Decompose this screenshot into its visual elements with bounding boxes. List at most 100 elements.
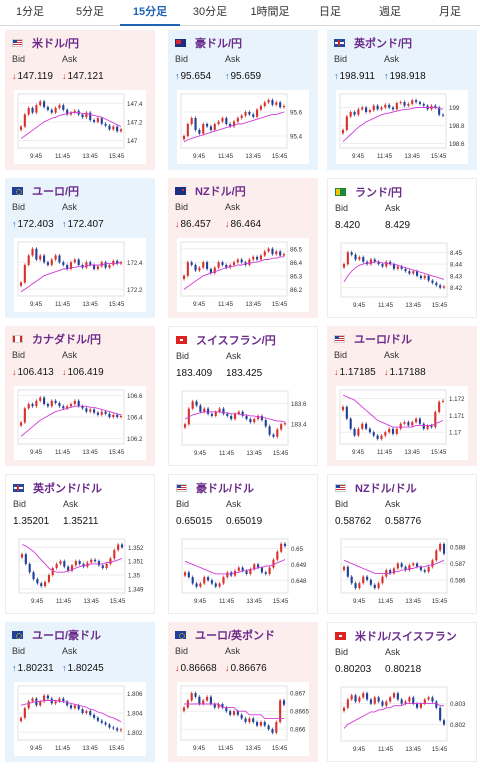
candlestick-chart: 1.806 1.804 1.802 9:45 11:45 13:45 15:45	[17, 685, 143, 752]
down-arrow-icon: ↓	[12, 367, 17, 377]
tab-6[interactable]: 週足	[379, 6, 401, 18]
price-chart[interactable]: 199 198.8 198.6 9:45 11:45 13:45 15:45	[336, 90, 468, 164]
candle-body	[272, 434, 275, 437]
candle-body	[116, 728, 119, 731]
price-chart[interactable]: 0.803 0.802 9:45 11:45 13:45 15:45	[337, 683, 469, 757]
tab-2[interactable]: 15分足	[120, 0, 180, 26]
x-tick-label: 9:45	[193, 301, 206, 308]
x-tick-label: 9:45	[31, 598, 44, 605]
tab-1[interactable]: 5分足	[75, 6, 105, 18]
currency-card[interactable]: NZドル/ドル Bid Ask 0.58762 0.58776 0.588 0.5…	[327, 474, 477, 614]
candle-body	[256, 722, 259, 726]
candle-body	[257, 415, 260, 420]
tab-5[interactable]: 日足	[319, 6, 341, 18]
price-chart[interactable]: 0.588 0.587 0.586 9:45 11:45 13:45 15:45	[337, 535, 469, 609]
candle-body	[203, 408, 206, 412]
candle-body	[229, 711, 232, 715]
pair-name[interactable]: 豪ドル/ドル	[196, 483, 255, 495]
pair-name[interactable]: ユーロ/円	[32, 186, 80, 198]
candle-body	[28, 563, 31, 573]
price-values: ↑198.911 ↑198.918	[334, 71, 472, 83]
price-chart[interactable]: 147.4 147.2 147 9:45 11:45 13:45 15:45	[14, 90, 146, 164]
currency-card[interactable]: ユーロ/英ポンド Bid Ask ↓0.86668 ↓0.86676 0.867…	[168, 622, 318, 762]
candle-body	[93, 409, 96, 413]
price-chart[interactable]: 95.6 95.4 9:45 11:45 13:45 15:45	[177, 90, 309, 164]
currency-card[interactable]: スイスフラン/円 Bid Ask 183.409 183.425 183.6 18…	[168, 326, 318, 466]
candle-body	[39, 701, 42, 706]
pair-name[interactable]: ランド/円	[355, 187, 403, 199]
currency-card[interactable]: NZドル/円 Bid Ask ↓86.457 ↓86.464 86.5 86.4 8…	[168, 178, 318, 318]
currency-card[interactable]: カナダドル/円 Bid Ask ↓106.413 ↓106.419 106.6 1…	[5, 326, 155, 466]
candle-body	[109, 558, 112, 564]
ask-price: ↑172.407	[62, 219, 104, 230]
currency-card[interactable]: 豪ドル/ドル Bid Ask 0.65015 0.65019 0.65 0.649…	[168, 474, 318, 614]
pair-header: 豪ドル/円	[175, 36, 313, 50]
candle-body	[350, 576, 353, 584]
pair-name[interactable]: 豪ドル/円	[195, 38, 243, 50]
price-labels: Bid Ask	[335, 647, 471, 658]
candle-body	[366, 576, 369, 580]
currency-card[interactable]: 英ポンド/ドル Bid Ask 1.35201 1.35211 1.352 1.3…	[5, 474, 155, 614]
candle-body	[58, 105, 61, 108]
pair-name[interactable]: 米ドル/円	[32, 38, 80, 50]
candle-body	[47, 575, 50, 582]
candle-body	[431, 697, 434, 702]
y-tick-label: 86.4	[290, 260, 303, 267]
candle-body	[182, 136, 186, 140]
candle-body	[245, 570, 248, 574]
candle-body	[396, 693, 399, 700]
pair-name[interactable]: ユーロ/英ポンド	[195, 630, 276, 642]
currency-card[interactable]: 米ドル/スイスフラン Bid Ask 0.80203 0.80218 0.803…	[327, 622, 477, 762]
bid-price: 8.420	[335, 220, 361, 231]
candle-body	[369, 699, 372, 704]
pair-name[interactable]: 英ポンド/円	[354, 38, 413, 50]
candle-body	[259, 255, 262, 260]
price-chart[interactable]: 1.352 1.351 1.35 1.349 9:45 11:45 13:45 15:45	[15, 535, 147, 609]
candle-body	[119, 415, 123, 417]
tab-0[interactable]: 1分足	[15, 6, 45, 18]
price-chart[interactable]: 0.65 0.649 0.648 9:45 11:45 13:45 15:45	[178, 535, 310, 609]
currency-card[interactable]: ユーロ/ドル Bid Ask ↓1.17185 ↓1.17188 1.172 1.…	[327, 326, 477, 466]
candle-body	[116, 126, 119, 132]
candle-body	[70, 565, 74, 571]
currency-card[interactable]: 英ポンド/円 Bid Ask ↑198.911 ↑198.918 199 198.…	[327, 30, 477, 170]
audusd-icon	[176, 484, 187, 492]
price-values: 0.58762 0.58776	[335, 516, 471, 528]
price-chart[interactable]: 106.6 106.4 106.2 9:45 11:45 13:45 15:45	[14, 386, 146, 460]
candle-body	[202, 700, 205, 704]
x-tick-label: 11:45	[219, 450, 235, 457]
price-chart[interactable]: 1.806 1.804 1.802 9:45 11:45 13:45 15:45	[14, 682, 146, 756]
pair-name[interactable]: スイスフラン/円	[196, 335, 276, 347]
candlestick-chart: 8.45 8.44 8.43 8.42 9:45 11:45 13:45 15:45	[340, 242, 463, 309]
price-chart[interactable]: 8.45 8.44 8.43 8.42 9:45 11:45 13:45 15:45	[337, 239, 469, 313]
price-chart[interactable]: 0.867 0.8665 0.866 9:45 11:45 13:45 15:45	[177, 682, 309, 756]
candle-body	[418, 418, 421, 424]
pair-name[interactable]: NZドル/ドル	[355, 483, 417, 495]
candle-body	[380, 107, 383, 110]
pair-name[interactable]: NZドル/円	[195, 186, 246, 198]
bid-price: 0.58762	[335, 516, 372, 527]
pair-name[interactable]: ユーロ/ドル	[354, 334, 413, 346]
candle-body	[349, 418, 352, 429]
currency-card[interactable]: 米ドル/円 Bid Ask ↓147.119 ↓147.121 147.4 147…	[5, 30, 155, 170]
currency-card[interactable]: ユーロ/豪ドル Bid Ask ↑1.80231 ↑1.80245 1.806 1…	[5, 622, 155, 762]
pair-name[interactable]: カナダドル/円	[32, 334, 102, 346]
candle-body	[342, 264, 346, 268]
price-chart[interactable]: 172.4 172.2 9:45 11:45 13:45 15:45	[14, 238, 146, 312]
price-chart[interactable]: 183.6 183.4 9:45 11:45 13:45 15:45	[178, 387, 310, 461]
candle-body	[69, 262, 73, 269]
pair-name[interactable]: 英ポンド/ドル	[33, 483, 103, 495]
price-chart[interactable]: 1.172 1.171 1.17 9:45 11:45 13:45 15:45	[336, 386, 468, 460]
candle-body	[77, 400, 80, 407]
candle-body	[226, 413, 229, 416]
tab-3[interactable]: 30分足	[192, 6, 228, 18]
currency-card[interactable]: ランド/円 Bid Ask 8.420 8.429 8.45 8.44 8.43 8.…	[327, 178, 477, 318]
currency-card[interactable]: 豪ドル/円 Bid Ask ↑95.654 ↑95.659 95.6 95.4 9:…	[168, 30, 318, 170]
pair-name[interactable]: ユーロ/豪ドル	[32, 630, 102, 642]
pair-name[interactable]: 米ドル/スイスフラン	[355, 631, 457, 643]
tab-7[interactable]: 月足	[439, 6, 461, 18]
currency-card[interactable]: ユーロ/円 Bid Ask ↑172.403 ↑172.407 172.4 172…	[5, 178, 155, 318]
price-chart[interactable]: 86.5 86.4 86.3 86.2 9:45 11:45 13:45 15:45	[177, 238, 309, 312]
tab-4[interactable]: 1時間足	[250, 6, 290, 18]
candle-body	[423, 699, 426, 704]
